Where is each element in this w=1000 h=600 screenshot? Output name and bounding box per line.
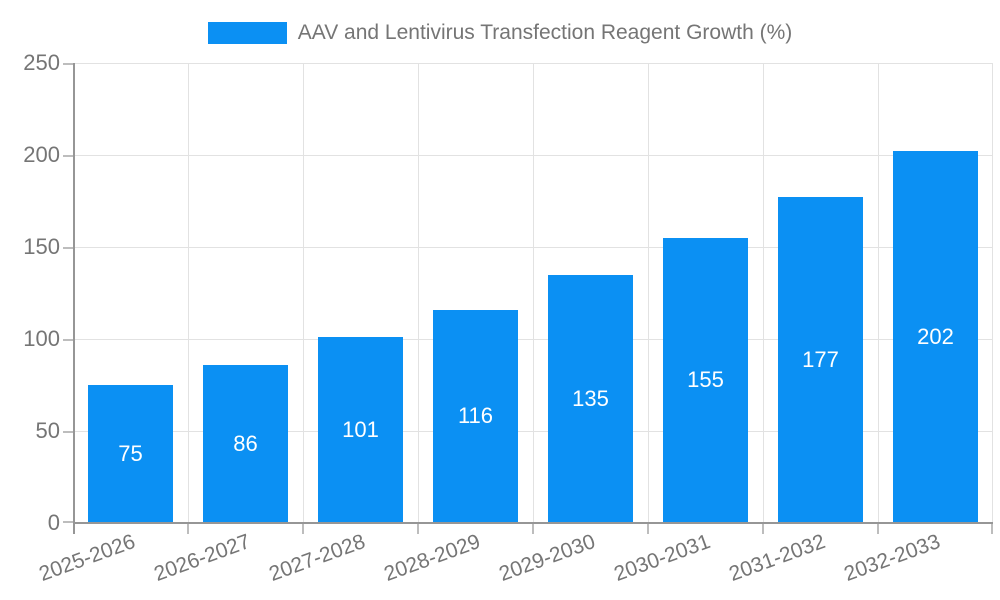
x-axis-tick-label: 2026-2027 [151, 530, 254, 586]
x-tick-mark [647, 523, 649, 534]
gridline-vertical [188, 63, 189, 523]
x-tick-mark [877, 523, 879, 534]
y-tick-mark [63, 431, 73, 433]
bar-value-label: 202 [917, 324, 954, 350]
x-axis-tick-label: 2028-2029 [381, 530, 484, 586]
bar-2030-2031[interactable]: 155 [663, 237, 748, 523]
plot-area: 75 86 101 116 135 155 177 202 [63, 63, 993, 534]
bar-2031-2032[interactable]: 177 [778, 197, 863, 523]
gridline-vertical [533, 63, 534, 523]
bar-2027-2028[interactable]: 101 [318, 337, 403, 523]
y-axis-tick-label: 0 [47, 510, 60, 535]
bar-2029-2030[interactable]: 135 [548, 274, 633, 523]
bar-2025-2026[interactable]: 75 [88, 385, 173, 523]
legend-swatch [207, 21, 287, 44]
gridline-vertical [648, 63, 649, 523]
x-tick-mark [991, 523, 993, 534]
gridline-vertical [763, 63, 764, 523]
gridline-vertical [303, 63, 304, 523]
bar-value-label: 86 [233, 430, 258, 456]
bar-value-label: 75 [118, 441, 143, 466]
bar-2026-2027[interactable]: 86 [203, 364, 288, 523]
bar-value-label: 116 [457, 403, 494, 429]
x-axis-line [73, 522, 993, 524]
x-tick-mark [417, 523, 419, 534]
gridline-vertical [418, 63, 419, 523]
y-axis-tick-label: 50 [35, 418, 60, 443]
x-axis-tick-label: 2029-2030 [496, 530, 599, 586]
y-tick-mark [63, 339, 73, 341]
x-axis-tick-label: 2025-2026 [36, 530, 139, 586]
y-tick-mark [63, 155, 73, 157]
x-axis-tick-label: 2030-2031 [611, 530, 714, 586]
x-axis-tick-label: 2031-2032 [726, 530, 829, 586]
gridline-vertical [878, 63, 879, 523]
gridline-vertical [992, 63, 993, 523]
bar-value-label: 177 [802, 347, 839, 373]
y-axis-tick-label: 100 [23, 326, 60, 351]
y-axis-tick-label: 250 [23, 50, 60, 75]
x-tick-mark [187, 523, 189, 534]
x-axis-tick-label: 2032-2033 [841, 530, 944, 586]
x-axis-tick-label: 2027-2028 [266, 530, 369, 586]
bar-2028-2029[interactable]: 116 [433, 309, 518, 523]
y-axis-tick-label: 150 [23, 234, 60, 259]
chart-legend[interactable]: AAV and Lentivirus Transfection Reagent … [0, 21, 1000, 44]
bar-value-label: 101 [342, 417, 379, 443]
y-axis-tick-label: 200 [23, 142, 60, 167]
x-tick-mark [302, 523, 304, 534]
y-tick-mark [63, 247, 73, 249]
bar-value-label: 155 [687, 367, 724, 393]
x-tick-mark [762, 523, 764, 534]
y-axis-line [73, 63, 75, 534]
y-tick-mark [63, 63, 73, 65]
legend-label: AAV and Lentivirus Transfection Reagent … [297, 20, 793, 44]
y-tick-mark [63, 521, 73, 523]
bar-2032-2033[interactable]: 202 [893, 151, 978, 523]
bar-value-label: 135 [572, 385, 609, 411]
x-tick-mark [532, 523, 534, 534]
